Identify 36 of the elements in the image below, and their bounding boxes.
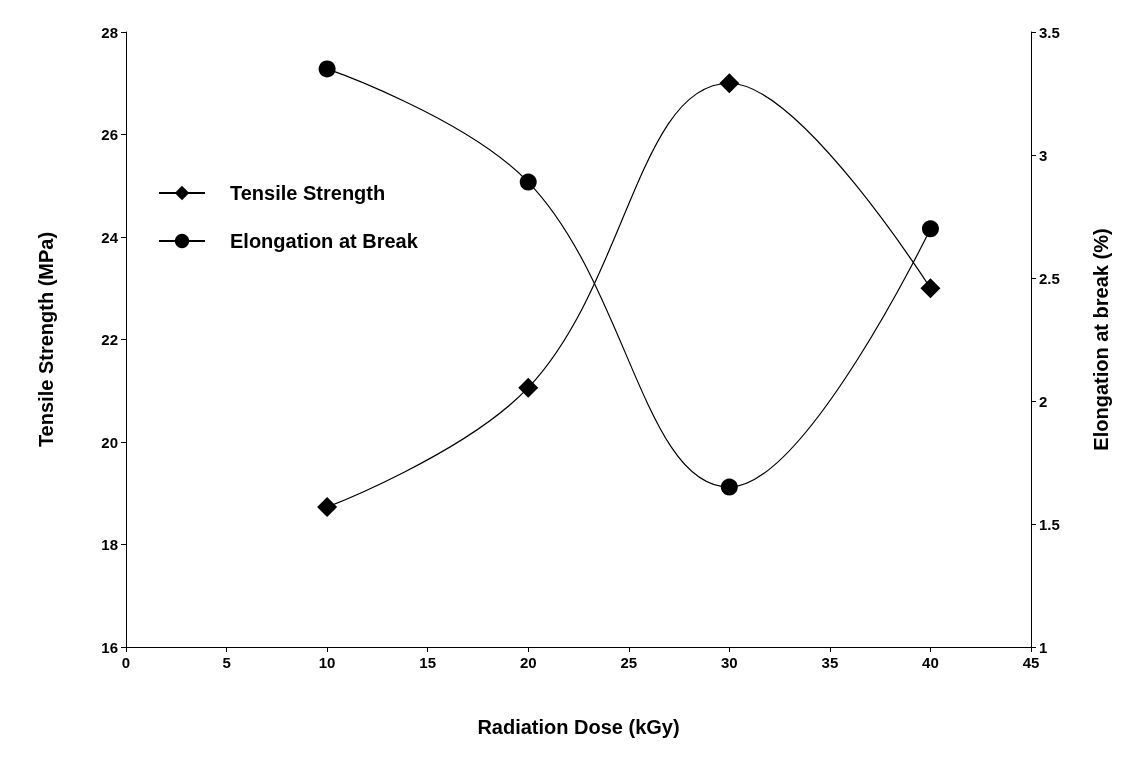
x-tick-label: 45 [1022, 654, 1040, 671]
y-tick-label: 20 [101, 433, 118, 451]
x-tick-label: 25 [620, 654, 638, 671]
y-axis-title: Tensile Strength (MPa) [35, 231, 57, 448]
point [720, 478, 738, 496]
x-tick-label: 20 [519, 654, 537, 671]
y-tick-label: 18 [101, 536, 118, 553]
point [921, 220, 939, 238]
y2-tick-label: 3 [1039, 146, 1048, 164]
y-tick-label: 26 [101, 126, 118, 143]
x-axis-title: Radiation Dose (kGy) [477, 716, 680, 738]
y2-tick-label: 2 [1039, 392, 1048, 410]
x-tick-label: 10 [318, 654, 336, 671]
y2-tick-label: 1.5 [1039, 515, 1060, 533]
x-tick-label: 0 [121, 654, 131, 671]
y-tick-label: 16 [101, 638, 118, 656]
point [318, 60, 336, 78]
point [317, 497, 338, 518]
point [920, 278, 941, 299]
x-tick-label: 35 [821, 654, 839, 671]
x-tick-label: 5 [222, 654, 231, 671]
y-tick-label: 22 [101, 331, 118, 348]
y2-tick-label: 3.5 [1039, 23, 1060, 41]
legend-label: Elongation at Break [230, 230, 419, 252]
point [519, 173, 537, 191]
y2-tick-label: 2.5 [1039, 269, 1060, 287]
x-tick-label: 30 [720, 654, 738, 671]
x-tick-label: 15 [419, 654, 437, 671]
y2-tick-label: 1 [1039, 638, 1048, 656]
y-tick-label: 24 [101, 228, 119, 246]
x-tick-label: 40 [922, 654, 939, 671]
legend-label: Tensile Strength [230, 182, 386, 204]
y2-axis-title: Elongation at break (%) [1090, 228, 1112, 451]
point [719, 73, 740, 94]
point [518, 377, 539, 398]
y-tick-label: 28 [101, 23, 118, 41]
